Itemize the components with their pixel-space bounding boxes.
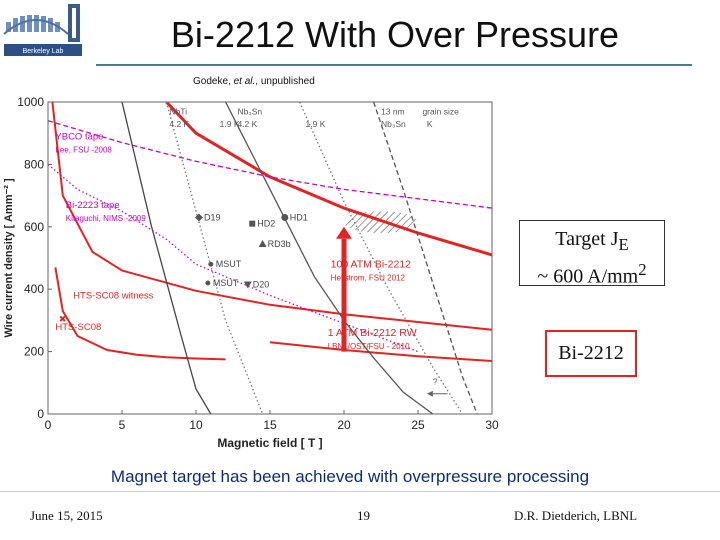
target-line1-sub: E [618, 235, 629, 254]
sc08-marker: ✖ [59, 314, 67, 324]
x-tick-label-6: 30 [485, 418, 499, 432]
series-note-1: LBNL/OST/FSU - 2010 [328, 342, 410, 351]
logo-text: Berkeley Lab [23, 48, 64, 55]
curve-label-0: NbTi [169, 106, 187, 116]
curve-label-9: K [427, 119, 433, 129]
footer-rule [0, 491, 720, 492]
magnet-point-5 [205, 280, 211, 286]
y-tick-label-4: 800 [24, 157, 44, 171]
y-tick-label-5: 1000 [17, 95, 44, 109]
x-tick-label-2: 10 [189, 418, 203, 432]
series-label-1: 1 ATM Bi-2212 RW [328, 327, 417, 339]
footer-date: June 15, 2015 [30, 508, 103, 523]
footer-page-number: 19 [357, 508, 370, 523]
series-label-2: HTS-SC08 witness [73, 291, 153, 302]
series-label-4: YBCO tape [55, 131, 103, 142]
plot-area [47, 101, 493, 415]
series-label-3: HTS-SC08 [55, 322, 101, 333]
x-tick-label-5: 25 [411, 418, 425, 432]
slide-title: Bi-2212 With Over Pressure [170, 14, 620, 55]
magnet-point-label-5: MSUT [213, 278, 239, 288]
series-line-9 [299, 102, 463, 414]
series-note-4: Lee, FSU -2008 [55, 145, 112, 154]
citation-etal: et al. [233, 76, 256, 87]
series-line-1 [269, 341, 492, 362]
berkeley-lab-logo: Berkeley Lab [2, 2, 84, 58]
magnet-point-label-2: HD1 [290, 212, 308, 222]
series-line-5 [48, 163, 419, 353]
x-tick-label-3: 15 [263, 418, 277, 432]
footer-author: D.R. Dietderich, LBNL [514, 508, 638, 523]
curve-label-6: 13 nm [381, 106, 405, 116]
magnet-point-4 [258, 239, 267, 247]
curve-label-4: 4.2 K [237, 119, 257, 129]
target-line2: ~ 600 A/mm [537, 265, 639, 288]
series-line-0 [165, 102, 492, 257]
curve-label-7: Nb₃Sn [381, 119, 406, 129]
x-tick-label-1: 5 [119, 418, 126, 432]
magnet-point-label-6: D20 [253, 280, 270, 290]
y-tick-label-2: 400 [24, 282, 44, 296]
series-line-6 [121, 102, 212, 414]
question-arrow-head [426, 390, 433, 397]
curve-label-3: Nb₃Sn [237, 106, 262, 116]
series-line-3 [54, 267, 226, 361]
series-label-0: 100 ATM Bi-2212 [331, 258, 412, 270]
series-line-2 [51, 102, 492, 331]
magnet-point-1 [249, 220, 256, 227]
magnet-point-6 [243, 281, 252, 289]
x-tick-label-4: 20 [337, 418, 351, 432]
bi2212-box: Bi-2212 [545, 330, 637, 377]
target-arrow-head [336, 226, 352, 239]
target-je-box: Target JE ~ 600 A/mm2 [519, 220, 665, 288]
citation-note: , unpublished [255, 76, 315, 87]
series-note-5: Kitaguchi, NIMS -2009 [66, 214, 147, 223]
curve-label-10: ? [433, 376, 438, 386]
title-rule [96, 64, 692, 66]
series-note-0: Hellstrom, FSU 2012 [331, 273, 406, 282]
magnet-point-2 [281, 213, 289, 221]
magnet-point-label-4: RD3b [268, 239, 291, 249]
y-axis-label: Wire current density [ Amm⁻² ] [3, 178, 15, 338]
curve-label-2: 1.9 K [220, 119, 240, 129]
y-tick-label-1: 200 [24, 345, 44, 359]
slide-caption: Magnet target has been achieved with ove… [110, 467, 590, 486]
target-line2-sup: 2 [638, 260, 647, 279]
source-citation: Godeke, et al., unpublished [193, 76, 315, 87]
target-line1: Target J [555, 228, 619, 250]
magnet-point-label-3: MSUT [216, 259, 242, 269]
magnet-point-label-0: D19 [204, 212, 221, 222]
y-tick-label-0: 0 [37, 407, 44, 421]
citation-authors: Godeke, [193, 76, 234, 87]
series-label-5: Bi-2223 tape [66, 200, 120, 211]
x-axis-label: Magnetic field [ T ] [217, 436, 322, 450]
magnet-point-0 [194, 213, 203, 222]
x-tick-label-0: 0 [45, 418, 52, 432]
magnet-point-label-1: HD2 [257, 219, 275, 229]
series-line-4 [48, 120, 492, 209]
curve-label-5: 1.9 K [306, 119, 326, 129]
curve-label-1: 4.2 K [169, 119, 189, 129]
magnet-point-3 [208, 261, 214, 267]
curve-label-8: grain size [422, 106, 459, 116]
y-tick-label-3: 600 [24, 220, 44, 234]
